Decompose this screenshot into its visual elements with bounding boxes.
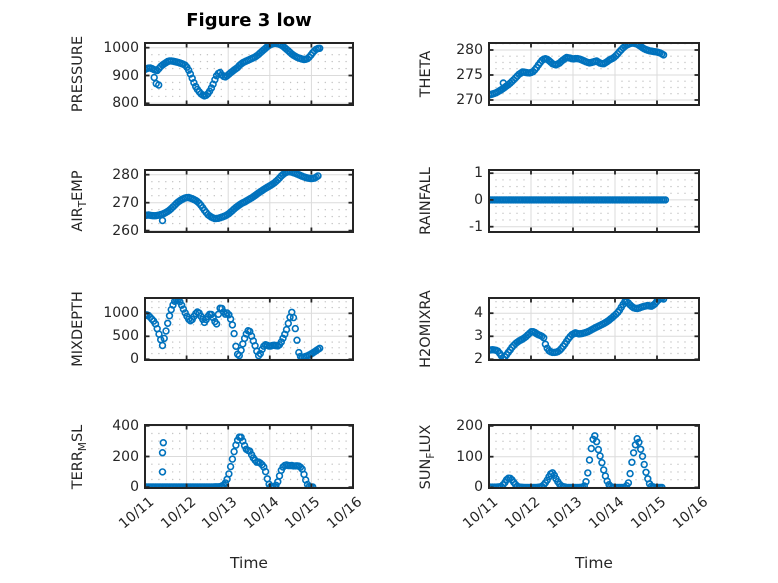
y-tick-label-rainfall: 1 — [474, 165, 483, 182]
xlabel-time-right: Time — [575, 554, 613, 572]
y-tick-label-terr_msl: 200 — [112, 448, 139, 465]
y-tick-label-air_temp: 260 — [112, 222, 139, 239]
axes-box — [488, 297, 700, 361]
subplot-h2omixra — [488, 297, 700, 361]
xlabel-time-left: Time — [230, 554, 268, 572]
axes-box — [144, 42, 354, 106]
subplot-air_temp — [144, 169, 354, 233]
y-tick-label-sun_flux: 100 — [456, 448, 483, 465]
tick-marks — [144, 298, 354, 361]
y-tick-label-terr_msl: 400 — [112, 417, 139, 434]
y-tick-label-theta: 275 — [456, 67, 483, 83]
subplot-mixdepth — [144, 297, 354, 361]
tick-marks — [144, 170, 354, 232]
data-series-air_temp — [145, 170, 322, 225]
y-tick-label-pressure: 1000 — [103, 39, 139, 56]
y-tick-label-pressure: 900 — [112, 67, 139, 84]
tick-marks — [488, 43, 700, 105]
subplot-terr_msl — [144, 424, 354, 489]
data-series-rainfall — [489, 196, 670, 204]
ylabel-terr_msl: TERRMSL — [70, 424, 89, 489]
minor-grid-dots — [495, 179, 693, 221]
figure-title: Figure 3 low — [186, 10, 312, 31]
tick-marks — [144, 43, 354, 105]
y-tick-label-h2omixra: 3 — [474, 328, 483, 345]
y-tick-label-terr_msl: 0 — [130, 479, 139, 496]
y-tick-label-mixdepth: 500 — [112, 328, 139, 345]
tick-marks — [144, 424, 354, 489]
axes-box — [488, 42, 700, 106]
tick-marks — [488, 425, 700, 489]
y-tick-label-air_temp: 280 — [112, 166, 139, 183]
minor-grid-dots — [151, 301, 347, 355]
y-tick-label-h2omixra: 4 — [474, 305, 483, 322]
subplot-theta — [488, 42, 700, 106]
subplot-rainfall — [488, 169, 700, 233]
tick-marks — [488, 298, 700, 361]
axes-box — [144, 169, 354, 233]
y-tick-label-rainfall: -1 — [469, 218, 483, 235]
y-tick-label-mixdepth: 1000 — [103, 305, 139, 322]
y-tick-label-pressure: 800 — [112, 95, 139, 112]
subplot-pressure — [144, 42, 354, 106]
subplot-sun_flux — [488, 424, 700, 489]
axes-box — [144, 297, 354, 361]
minor-grid-dots — [151, 432, 347, 481]
y-tick-label-rainfall: 0 — [474, 191, 483, 208]
data-series-pressure — [145, 43, 324, 100]
y-tick-label-air_temp: 270 — [112, 194, 139, 211]
plot-area — [145, 43, 353, 105]
ylabel-sun_flux: SUNFLUX — [418, 424, 437, 489]
y-tick-label-mixdepth: 0 — [130, 351, 139, 368]
data-series-theta — [489, 43, 668, 99]
axes-box — [488, 169, 700, 233]
y-tick-label-sun_flux: 200 — [456, 417, 483, 434]
y-tick-label-sun_flux: 0 — [474, 479, 483, 496]
tick-marks — [488, 170, 700, 232]
y-tick-label-h2omixra: 2 — [474, 351, 483, 368]
y-tick-label-theta: 280 — [456, 42, 483, 58]
y-tick-label-theta: 270 — [456, 92, 483, 108]
